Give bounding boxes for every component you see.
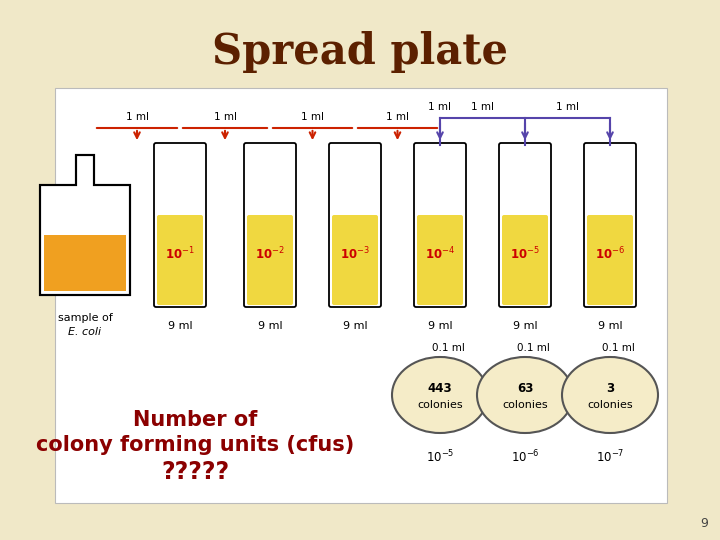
Text: E. coli: E. coli: [68, 327, 102, 337]
Text: 10$^{-3}$: 10$^{-3}$: [340, 246, 370, 262]
FancyBboxPatch shape: [502, 215, 548, 305]
Text: 0.1 ml: 0.1 ml: [602, 343, 634, 353]
Bar: [55, 88, 667, 503]
Text: colonies: colonies: [417, 400, 463, 410]
FancyBboxPatch shape: [332, 215, 378, 305]
Polygon shape: [40, 155, 130, 295]
Text: 10$^{-6}$: 10$^{-6}$: [510, 449, 539, 465]
Text: 0.1 ml: 0.1 ml: [516, 343, 549, 353]
Text: 1 ml: 1 ml: [428, 102, 451, 112]
Text: 10$^{-5}$: 10$^{-5}$: [426, 449, 454, 465]
FancyBboxPatch shape: [417, 215, 463, 305]
Text: 1 ml: 1 ml: [125, 112, 148, 122]
FancyBboxPatch shape: [244, 143, 296, 307]
FancyBboxPatch shape: [584, 143, 636, 307]
Text: sample of: sample of: [58, 313, 112, 323]
Text: 9: 9: [700, 517, 708, 530]
Text: 9 ml: 9 ml: [258, 321, 282, 331]
Text: 1 ml: 1 ml: [471, 102, 494, 112]
FancyBboxPatch shape: [499, 143, 551, 307]
Text: 10$^{-4}$: 10$^{-4}$: [425, 246, 455, 262]
Ellipse shape: [562, 357, 658, 433]
Text: 10$^{-5}$: 10$^{-5}$: [510, 246, 540, 262]
Polygon shape: [44, 234, 126, 291]
Text: 1 ml: 1 ml: [214, 112, 236, 122]
Ellipse shape: [477, 357, 573, 433]
Text: 9 ml: 9 ml: [598, 321, 622, 331]
FancyBboxPatch shape: [329, 143, 381, 307]
Text: 3: 3: [606, 381, 614, 395]
Text: 1 ml: 1 ml: [556, 102, 579, 112]
Text: colonies: colonies: [502, 400, 548, 410]
Text: colony forming units (cfus): colony forming units (cfus): [36, 435, 354, 455]
FancyBboxPatch shape: [414, 143, 466, 307]
FancyBboxPatch shape: [154, 143, 206, 307]
Text: 9 ml: 9 ml: [343, 321, 367, 331]
Text: 10$^{-1}$: 10$^{-1}$: [165, 246, 195, 262]
Ellipse shape: [392, 357, 488, 433]
FancyBboxPatch shape: [157, 215, 203, 305]
Text: 10$^{-6}$: 10$^{-6}$: [595, 246, 625, 262]
Text: 9 ml: 9 ml: [513, 321, 537, 331]
FancyBboxPatch shape: [587, 215, 633, 305]
Text: 10$^{-2}$: 10$^{-2}$: [255, 246, 285, 262]
Text: 63: 63: [517, 381, 534, 395]
Text: 443: 443: [428, 381, 452, 395]
Text: 0.1 ml: 0.1 ml: [431, 343, 464, 353]
Text: 9 ml: 9 ml: [168, 321, 192, 331]
Text: Spread plate: Spread plate: [212, 31, 508, 73]
Text: 10$^{-7}$: 10$^{-7}$: [595, 449, 624, 465]
Text: 1 ml: 1 ml: [386, 112, 409, 122]
Text: ?????: ?????: [161, 460, 229, 484]
Text: colonies: colonies: [588, 400, 633, 410]
Text: 1 ml: 1 ml: [301, 112, 324, 122]
Text: 9 ml: 9 ml: [428, 321, 452, 331]
Text: Number of: Number of: [132, 410, 257, 430]
FancyBboxPatch shape: [247, 215, 293, 305]
